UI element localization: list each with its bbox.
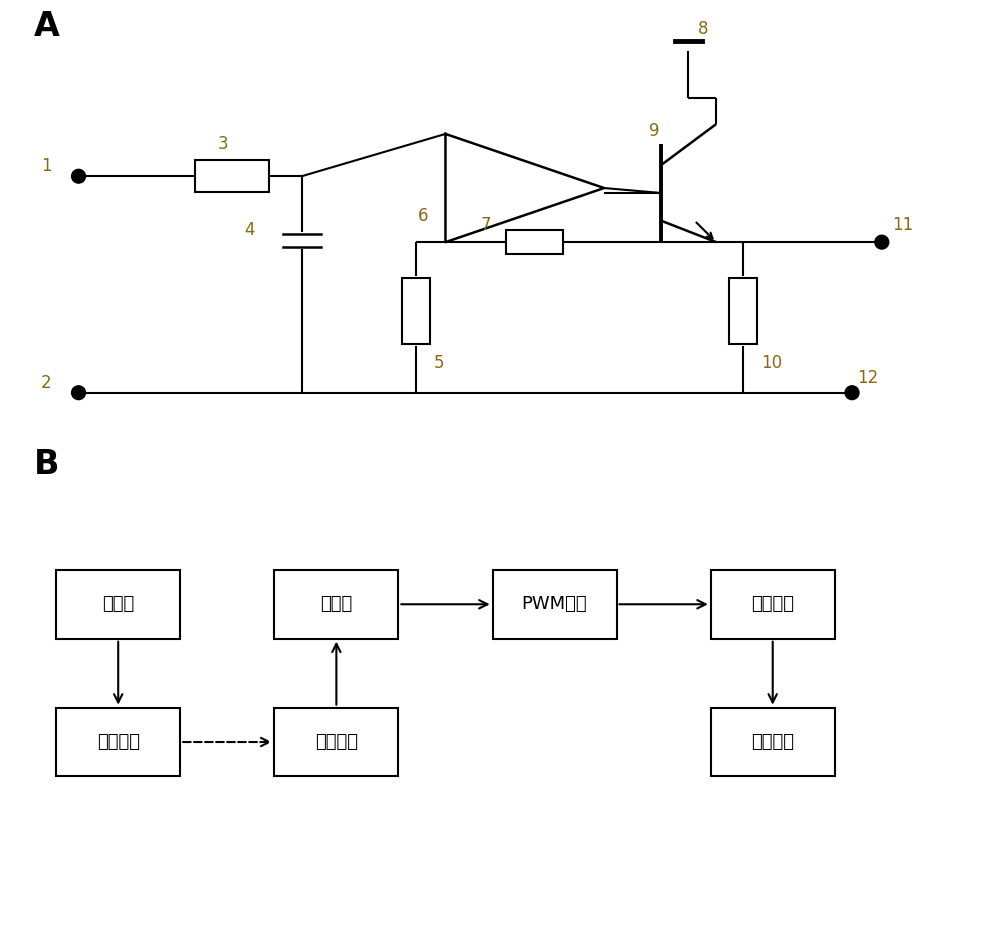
Bar — [195, 160, 269, 192]
Text: 11: 11 — [892, 216, 913, 235]
Circle shape — [845, 386, 859, 400]
Text: PWM生成: PWM生成 — [522, 595, 587, 613]
Bar — [711, 707, 835, 776]
Text: 6: 6 — [418, 207, 428, 224]
Bar — [274, 707, 398, 776]
Bar — [506, 230, 563, 254]
Text: 7: 7 — [480, 216, 491, 235]
Text: 4: 4 — [244, 222, 255, 240]
Text: 2: 2 — [41, 373, 52, 391]
Text: 蓝牙模块: 蓝牙模块 — [97, 733, 140, 751]
Text: 驱动电路: 驱动电路 — [751, 595, 794, 613]
Bar — [56, 707, 180, 776]
Bar — [493, 570, 617, 638]
Text: 8: 8 — [698, 20, 709, 38]
Text: A: A — [34, 9, 60, 42]
Bar — [711, 570, 835, 638]
Circle shape — [72, 170, 85, 183]
Text: 12: 12 — [857, 369, 878, 387]
Circle shape — [875, 235, 889, 249]
Text: B: B — [34, 448, 59, 481]
Bar — [402, 277, 430, 344]
Text: 蓝牙模块: 蓝牙模块 — [315, 733, 358, 751]
Text: 1: 1 — [41, 157, 52, 175]
Text: 5: 5 — [434, 355, 444, 372]
Text: 上位机: 上位机 — [102, 595, 134, 613]
Bar — [274, 570, 398, 638]
Bar — [56, 570, 180, 638]
Circle shape — [72, 386, 85, 400]
Text: 3: 3 — [217, 135, 228, 153]
Text: 震动电机: 震动电机 — [751, 733, 794, 751]
Text: 10: 10 — [761, 355, 782, 372]
Text: 9: 9 — [649, 122, 659, 140]
Text: 下位机: 下位机 — [320, 595, 353, 613]
Bar — [729, 277, 757, 344]
